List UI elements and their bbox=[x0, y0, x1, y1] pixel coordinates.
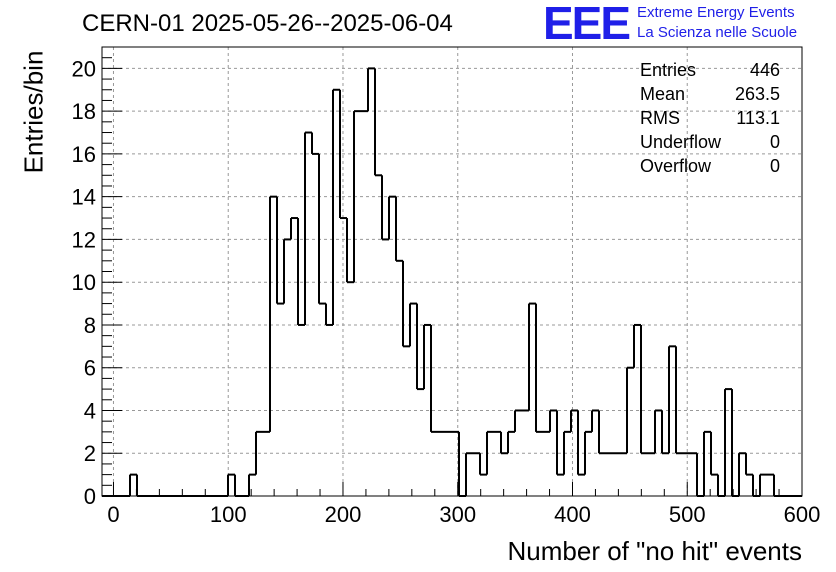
y-tick-label: 10 bbox=[72, 270, 96, 295]
x-tick-label: 500 bbox=[669, 502, 706, 527]
stats-box: Entries 446 Mean 263.5 RMS 113.1 Underfl… bbox=[640, 58, 780, 178]
tick-labels: 0 100 200 300 400 500 600 0 2 4 6 8 10 12 14 16 18 20 bbox=[72, 56, 821, 527]
x-tick-label: 200 bbox=[325, 502, 362, 527]
stat-rms-value: 113.1 bbox=[736, 108, 780, 128]
y-tick-label: 12 bbox=[72, 227, 96, 252]
axis-ticks bbox=[102, 57, 803, 497]
stat-underflow-value: 0 bbox=[769, 132, 780, 152]
logo-line-1: Extreme Energy Events bbox=[637, 4, 795, 21]
stat-entries: Entries 446 bbox=[640, 58, 780, 82]
y-tick-label: 6 bbox=[84, 356, 96, 381]
stat-underflow-label: Underflow bbox=[640, 132, 722, 152]
x-tick-label: 300 bbox=[439, 502, 476, 527]
x-tick-label: 100 bbox=[210, 502, 247, 527]
y-tick-label: 14 bbox=[72, 185, 96, 210]
stat-overflow-label: Overflow bbox=[640, 156, 712, 176]
stat-entries-label: Entries bbox=[640, 60, 697, 80]
x-axis-label: Number of "no hit" events bbox=[507, 536, 803, 566]
logo-line-2: La Scienza nelle Scuole bbox=[637, 24, 798, 41]
x-tick-label: 600 bbox=[784, 502, 821, 527]
x-tick-label: 400 bbox=[554, 502, 591, 527]
stat-mean-value: 263.5 bbox=[734, 84, 780, 104]
grid-lines bbox=[102, 47, 802, 496]
y-tick-label: 8 bbox=[84, 313, 96, 338]
stat-underflow: Underflow 0 bbox=[640, 130, 780, 154]
stat-mean: Mean 263.5 bbox=[640, 82, 780, 106]
y-tick-label: 20 bbox=[72, 56, 96, 81]
y-tick-label: 2 bbox=[84, 441, 96, 466]
stat-overflow-value: 0 bbox=[769, 156, 780, 176]
y-tick-label: 4 bbox=[84, 398, 96, 423]
stat-rms: RMS 113.1 bbox=[640, 106, 780, 130]
y-axis-label: Entries/bin bbox=[18, 50, 49, 174]
y-tick-label: 16 bbox=[72, 142, 96, 167]
stat-entries-value: 446 bbox=[749, 60, 780, 80]
y-tick-label: 0 bbox=[84, 484, 96, 509]
stat-rms-label: RMS bbox=[640, 108, 680, 128]
stat-mean-label: Mean bbox=[640, 84, 686, 104]
stat-overflow: Overflow 0 bbox=[640, 154, 780, 178]
eee-logo-mark: EEE bbox=[543, 0, 631, 49]
y-tick-label: 18 bbox=[72, 99, 96, 124]
x-tick-label: 0 bbox=[107, 502, 119, 527]
chart-title: CERN-01 2025-05-26--2025-06-04 bbox=[82, 10, 453, 37]
